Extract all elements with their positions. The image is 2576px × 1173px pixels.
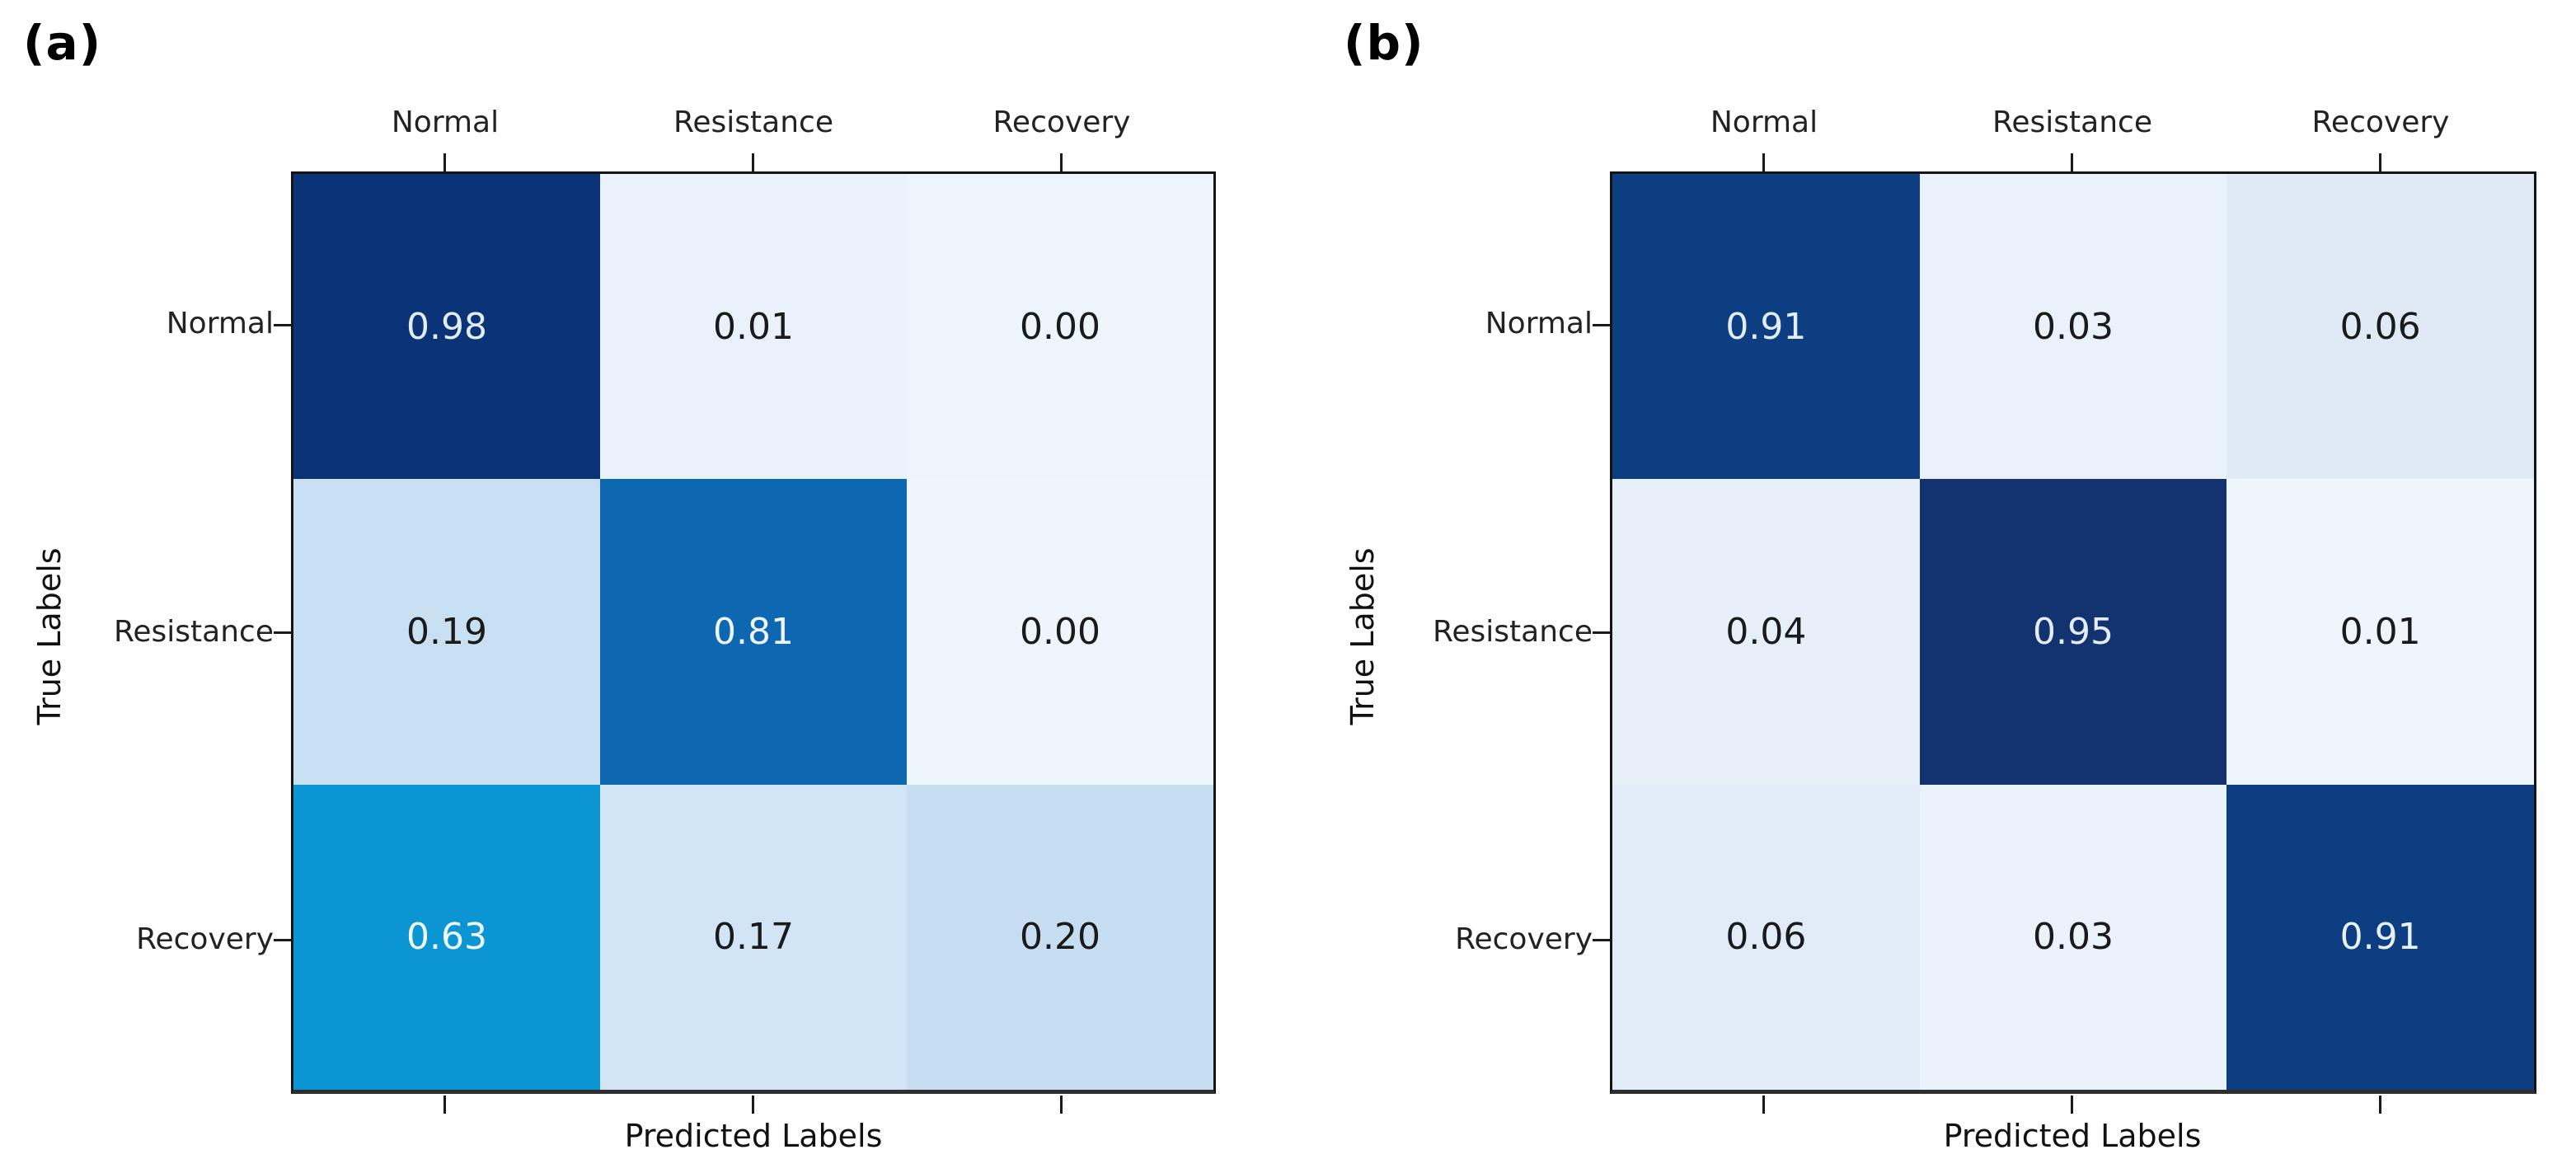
tick-mark [2379, 153, 2381, 171]
panel-b-heatmap: 0.91 0.03 0.06 0.04 0.95 0.01 0.06 0.03 … [1610, 171, 2536, 1094]
panel-a-y-axis-title: True Labels [31, 547, 68, 725]
panel-a-col-label-resistance: Resistance [673, 106, 833, 139]
matrix-cell-a-resistance-normal: 0.19 [293, 479, 600, 785]
panel-a-heatmap: 0.98 0.01 0.00 0.19 0.81 0.00 0.63 0.17 … [291, 171, 1216, 1094]
tick-mark [443, 153, 446, 171]
tick-mark [1060, 1096, 1063, 1114]
matrix-cell-b-normal-resistance: 0.03 [1919, 174, 2227, 480]
panel-b-y-axis-title: True Labels [1344, 547, 1381, 725]
matrix-cell-a-normal-recovery: 0.00 [907, 174, 1213, 480]
panel-b-col-label-resistance: Resistance [1992, 106, 2152, 139]
panel-b-col-label-normal: Normal [1710, 106, 1818, 139]
matrix-cell-a-recovery-normal: 0.63 [293, 784, 600, 1090]
tick-mark [274, 324, 291, 326]
panel-a-row-label-normal: Normal [166, 307, 274, 340]
matrix-cell-b-recovery-recovery: 0.91 [2226, 784, 2534, 1090]
tick-mark [2071, 1096, 2073, 1114]
tick-mark [1593, 631, 1610, 634]
panel-a-label: (a) [23, 15, 102, 71]
matrix-cell-a-normal-resistance: 0.01 [600, 174, 907, 480]
panel-b-label: (b) [1344, 15, 1424, 71]
tick-mark [1593, 939, 1610, 941]
panel-a-col-label-normal: Normal [391, 106, 500, 139]
tick-mark [752, 153, 754, 171]
matrix-cell-b-resistance-normal: 0.04 [1612, 479, 1920, 785]
tick-mark [752, 1096, 754, 1114]
panel-b-row-label-recovery: Recovery [1455, 922, 1593, 956]
tick-mark [443, 1096, 446, 1114]
matrix-cell-b-normal-recovery: 0.06 [2226, 174, 2534, 480]
matrix-cell-b-resistance-recovery: 0.01 [2226, 479, 2534, 785]
panel-b-col-label-recovery: Recovery [2311, 106, 2450, 139]
panel-b-row-label-normal: Normal [1485, 307, 1593, 340]
panel-b-x-axis-title: Predicted Labels [1943, 1118, 2202, 1154]
tick-mark [1762, 153, 1765, 171]
matrix-cell-b-resistance-resistance: 0.95 [1919, 479, 2227, 785]
tick-mark [1060, 153, 1063, 171]
tick-mark [1593, 324, 1610, 326]
matrix-cell-a-resistance-recovery: 0.00 [907, 479, 1213, 785]
matrix-cell-a-recovery-resistance: 0.17 [600, 784, 907, 1090]
tick-mark [274, 631, 291, 634]
tick-mark [1762, 1096, 1765, 1114]
matrix-cell-a-resistance-resistance: 0.81 [600, 479, 907, 785]
tick-mark [274, 939, 291, 941]
panel-a-col-label-recovery: Recovery [992, 106, 1131, 139]
tick-mark [2379, 1096, 2381, 1114]
panel-a-x-axis-title: Predicted Labels [624, 1118, 883, 1154]
panel-b-row-label-resistance: Resistance [1433, 615, 1593, 649]
matrix-cell-a-recovery-recovery: 0.20 [907, 784, 1213, 1090]
matrix-cell-b-normal-normal: 0.91 [1612, 174, 1920, 480]
matrix-cell-b-recovery-normal: 0.06 [1612, 784, 1920, 1090]
matrix-cell-b-recovery-resistance: 0.03 [1919, 784, 2227, 1090]
matrix-cell-a-normal-normal: 0.98 [293, 174, 600, 480]
panel-a-row-label-recovery: Recovery [136, 922, 274, 956]
panel-a-row-label-resistance: Resistance [114, 615, 274, 649]
tick-mark [2071, 153, 2073, 171]
